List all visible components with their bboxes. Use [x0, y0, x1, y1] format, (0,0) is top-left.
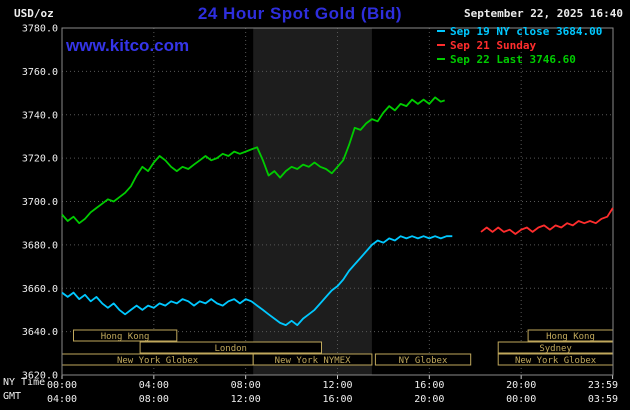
session-label: New York Globex: [515, 356, 597, 366]
gmt-axis-label: GMT: [3, 391, 22, 402]
legend-item-1: Sep 21 Sunday: [437, 38, 602, 52]
x-tick-ny-label: 20:00: [506, 380, 536, 391]
legend-dash-icon: [437, 58, 445, 60]
legend: Sep 19 NY close 3684.00 Sep 21 Sunday Se…: [437, 24, 602, 66]
session-label: Sydney: [539, 344, 572, 354]
y-tick-label: 3760.0: [22, 67, 58, 78]
session-label: London: [214, 344, 247, 354]
y-tick-label: 3700.0: [22, 197, 58, 208]
legend-dash-icon: [437, 30, 445, 32]
session-box: [374, 353, 472, 366]
session-label: New York NYMEX: [275, 356, 351, 366]
x-tick-ny-label: 04:00: [139, 380, 169, 391]
x-tick-ny-label: 00:00: [47, 380, 77, 391]
x-tick-gmt-label: 08:00: [139, 394, 169, 405]
y-tick-label: 3620.0: [22, 371, 58, 382]
legend-label-sep19: Sep 19 NY close 3684.00: [450, 24, 603, 38]
session-box: [252, 353, 373, 366]
y-tick-label: 3720.0: [22, 154, 58, 165]
session-box: [139, 341, 322, 354]
series-line-sep22: [61, 96, 445, 225]
session-label: Hong Kong: [546, 332, 595, 342]
y-tick-label: 3740.0: [22, 110, 58, 121]
legend-label-sep21: Sep 21 Sunday: [450, 38, 537, 52]
y-tick-label: 3640.0: [22, 327, 58, 338]
y-tick-label: 3660.0: [22, 284, 58, 295]
x-tick-ny-label: 23:59: [588, 380, 618, 391]
x-tick-ny-label: 16:00: [414, 380, 444, 391]
ny-time-axis-label: NY Time: [3, 377, 46, 388]
legend-dash-icon: [437, 44, 445, 46]
y-tick-label: 3680.0: [22, 240, 58, 251]
x-tick-gmt-label: 03:59: [588, 394, 618, 405]
series-line-sep21: [480, 207, 614, 235]
legend-item-2: Sep 22 Last 3746.60: [437, 52, 602, 66]
x-tick-gmt-label: 12:00: [231, 394, 261, 405]
plot-frame: [61, 27, 614, 376]
y-tick-label: 3780.0: [22, 24, 58, 35]
session-label: New York Globex: [117, 356, 199, 366]
x-tick-gmt-label: 04:00: [47, 394, 77, 405]
session-label: NY Globex: [399, 356, 448, 366]
y-axis-units-label: USD/oz: [14, 7, 54, 20]
legend-item-0: Sep 19 NY close 3684.00: [437, 24, 602, 38]
x-tick-gmt-label: 00:00: [506, 394, 536, 405]
session-label: Hong Kong: [101, 332, 150, 342]
datetime-label: September 22, 2025 16:40: [464, 7, 623, 20]
session-box: [73, 329, 178, 342]
x-tick-gmt-label: 20:00: [414, 394, 444, 405]
chart-title: 24 Hour Spot Gold (Bid): [197, 4, 403, 23]
legend-label-sep22: Sep 22 Last 3746.60: [450, 52, 576, 66]
x-tick-ny-label: 12:00: [322, 380, 352, 391]
kitco-watermark-link[interactable]: www.kitco.com: [66, 36, 190, 55]
x-tick-gmt-label: 16:00: [322, 394, 352, 405]
series-line-sep19: [61, 235, 453, 327]
x-tick-ny-label: 08:00: [231, 380, 261, 391]
